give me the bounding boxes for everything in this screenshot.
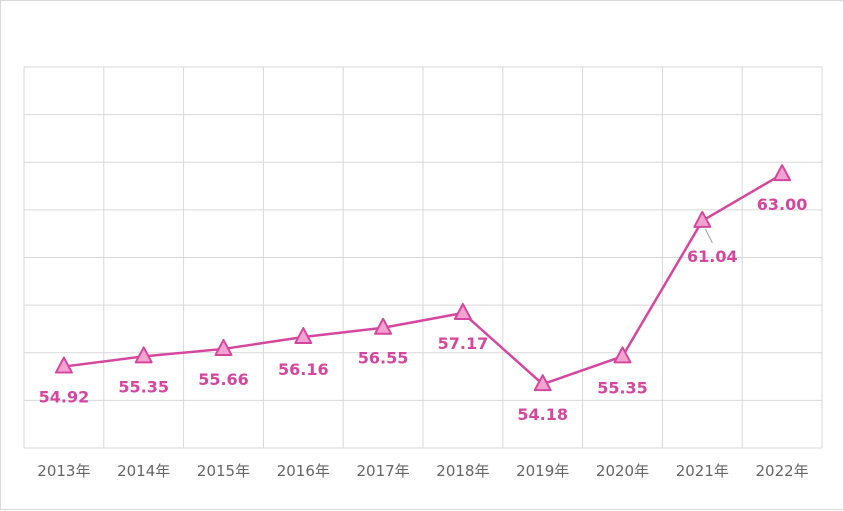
x-tick-label: 2016年	[277, 462, 330, 480]
label-leader-line	[704, 228, 713, 244]
data-label: 56.16	[278, 360, 329, 379]
x-tick-label: 2022年	[756, 462, 809, 480]
data-point-marker	[134, 346, 153, 364]
data-point-marker	[294, 327, 313, 345]
data-point-marker	[453, 302, 472, 320]
data-point-marker	[693, 210, 712, 228]
data-label: 55.66	[198, 370, 249, 389]
data-point-marker	[773, 164, 792, 182]
data-label: 63.00	[757, 195, 808, 214]
x-tick-label: 2017年	[357, 462, 410, 480]
x-tick-label: 2021年	[676, 462, 729, 480]
data-label: 56.55	[358, 349, 409, 368]
x-tick-label: 2019年	[516, 462, 569, 480]
data-label: 61.04	[687, 247, 738, 266]
data-label: 54.18	[517, 405, 568, 424]
x-tick-label: 2014年	[117, 462, 170, 480]
x-tick-label: 2013年	[37, 462, 90, 480]
data-label: 54.92	[39, 388, 90, 407]
x-tick-label: 2020年	[596, 462, 649, 480]
series-line	[63, 173, 783, 386]
data-labels: 54.92 55.35 55.66 56.16 56.55 57.17 54.18 55.35…	[39, 195, 808, 424]
grid-lines	[23, 66, 823, 449]
data-point-marker	[214, 338, 233, 356]
x-tick-label: 2018年	[436, 462, 489, 480]
data-point-marker	[374, 317, 393, 335]
x-tick-label: 2015年	[197, 462, 250, 480]
data-point-marker	[533, 374, 552, 392]
data-point-marker	[54, 356, 73, 374]
data-label: 55.35	[597, 378, 648, 397]
data-label: 55.35	[118, 377, 169, 396]
x-axis-tick-labels: 2013年 2014年 2015年 2016年 2017年 2018年 2019年 2020年…	[37, 462, 808, 480]
data-point-marker	[613, 346, 632, 364]
series-layer	[54, 164, 792, 392]
data-label: 57.17	[438, 334, 489, 353]
